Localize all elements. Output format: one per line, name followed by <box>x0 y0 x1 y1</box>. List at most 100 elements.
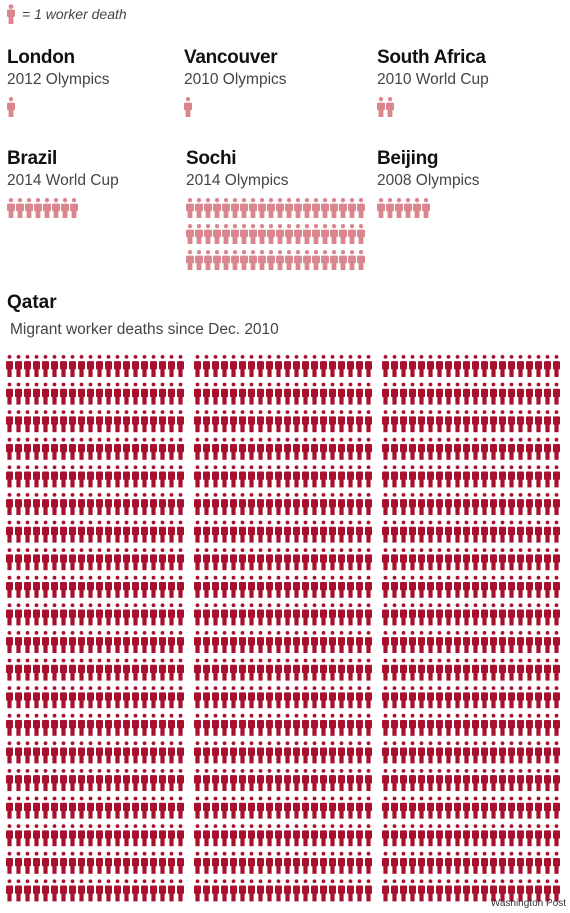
person-icon <box>445 437 452 460</box>
person-icon <box>293 493 300 515</box>
person-icon <box>78 851 85 874</box>
person-icon <box>409 796 416 819</box>
person-icon <box>490 355 497 377</box>
person-icon <box>266 355 273 377</box>
person-icon <box>51 824 58 847</box>
person-icon <box>52 198 60 218</box>
person-icon <box>553 658 560 681</box>
person-icon <box>69 713 76 736</box>
person-icon <box>472 603 479 626</box>
person-icon <box>78 437 85 460</box>
person-icon <box>231 224 239 244</box>
person-icon <box>311 437 318 460</box>
person-icon <box>553 851 560 874</box>
person-icon <box>293 713 300 736</box>
person-icon <box>150 437 157 460</box>
person-icon <box>78 741 85 764</box>
person-icon <box>168 769 175 791</box>
person-icon <box>284 382 291 405</box>
event-south-africa: South Africa 2010 World Cup <box>377 47 489 117</box>
person-icon <box>141 796 148 819</box>
person-icon <box>391 769 398 791</box>
person-icon <box>348 224 356 244</box>
person-icon <box>454 658 461 681</box>
person-icon <box>400 879 407 902</box>
person-icon <box>257 879 264 902</box>
person-icon <box>284 493 291 515</box>
person-icon <box>338 382 345 405</box>
person-icon <box>60 658 67 681</box>
person-icon <box>409 437 416 460</box>
person-icon <box>24 548 31 571</box>
person-icon <box>60 686 67 709</box>
person-icon <box>329 465 336 488</box>
person-icon <box>454 686 461 709</box>
person-icon <box>400 851 407 874</box>
person-icon <box>294 250 302 270</box>
person-icon <box>535 796 542 819</box>
person-icon <box>78 713 85 736</box>
person-icon <box>96 410 103 433</box>
person-icon <box>132 437 139 460</box>
person-icon <box>159 824 166 847</box>
person-icon <box>553 548 560 571</box>
person-icon <box>436 824 443 847</box>
person-icon <box>123 548 130 571</box>
person-icon <box>257 796 264 819</box>
person-icon <box>436 437 443 460</box>
person-icon <box>7 97 15 117</box>
person-icon <box>436 465 443 488</box>
person-icon <box>481 493 488 515</box>
person-icon <box>213 250 221 270</box>
person-icon <box>230 548 237 571</box>
person-icon <box>517 603 524 626</box>
person-icon <box>284 631 291 653</box>
person-icon <box>267 198 275 218</box>
person-icon <box>418 575 425 598</box>
person-icon <box>222 250 230 270</box>
person-icon <box>329 548 336 571</box>
person-icon <box>427 713 434 736</box>
person-icon <box>391 410 398 433</box>
person-icon <box>114 355 121 377</box>
person-icon <box>535 437 542 460</box>
person-icon <box>258 224 266 244</box>
person-icon <box>391 796 398 819</box>
person-icon <box>24 437 31 460</box>
person-icon <box>472 851 479 874</box>
person-icon <box>87 879 94 902</box>
person-icon <box>203 465 210 488</box>
person-icon <box>159 713 166 736</box>
person-icon <box>544 824 551 847</box>
person-icon <box>418 355 425 377</box>
person-icon <box>177 658 184 681</box>
person-icon <box>42 575 49 598</box>
person-icon <box>96 879 103 902</box>
person-icon <box>78 520 85 543</box>
person-icon <box>239 465 246 488</box>
person-icon <box>347 575 354 598</box>
person-icon <box>445 769 452 791</box>
person-icon <box>51 741 58 764</box>
person-icon <box>141 769 148 791</box>
person-icon <box>553 796 560 819</box>
person-icon <box>275 410 282 433</box>
person-icon <box>123 493 130 515</box>
person-icon <box>553 631 560 653</box>
person-icon <box>356 548 363 571</box>
person-icon <box>365 603 372 626</box>
person-icon <box>382 410 389 433</box>
person-icon <box>311 355 318 377</box>
person-icon <box>535 631 542 653</box>
person-icon <box>418 879 425 902</box>
person-icon <box>553 769 560 791</box>
person-icon <box>526 796 533 819</box>
person-icon <box>266 769 273 791</box>
person-icon <box>472 631 479 653</box>
person-icon <box>427 879 434 902</box>
person-icon <box>15 437 22 460</box>
person-icon <box>427 575 434 598</box>
person-icon <box>391 879 398 902</box>
person-icon <box>347 769 354 791</box>
person-icon <box>248 410 255 433</box>
